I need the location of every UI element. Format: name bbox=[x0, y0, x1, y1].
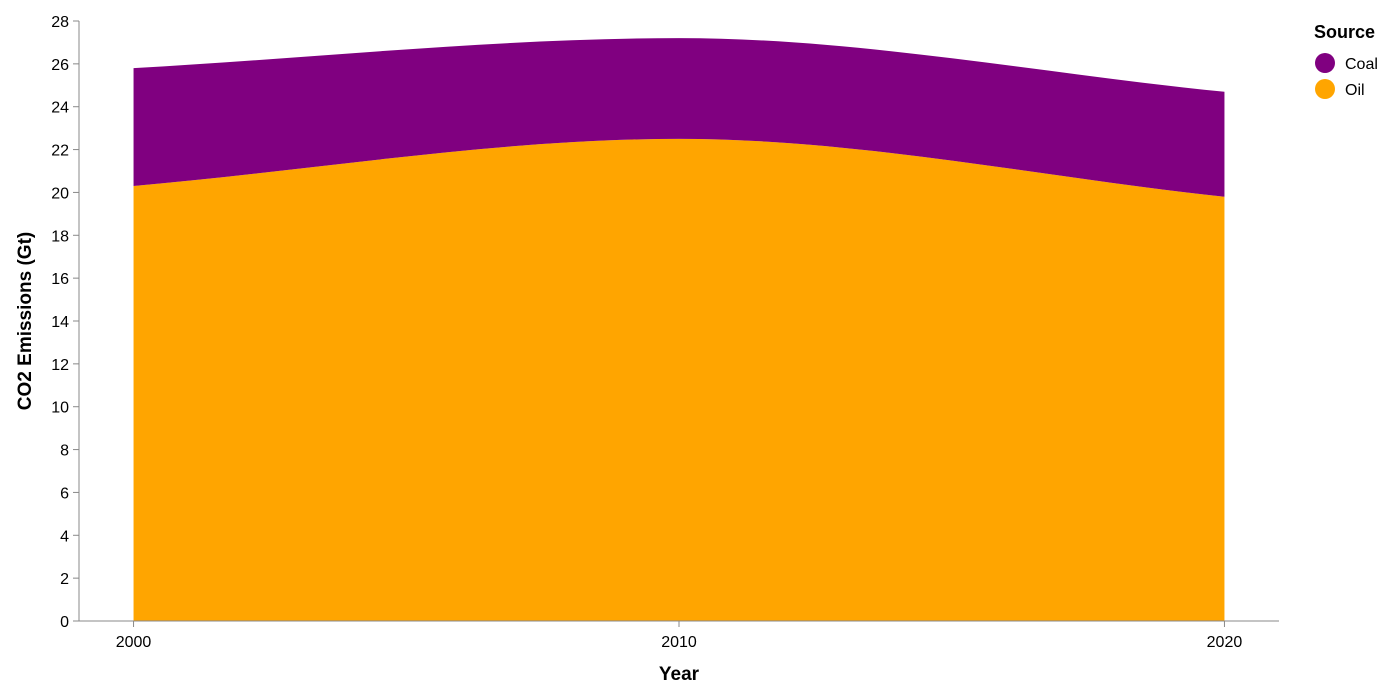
legend-label-oil: Oil bbox=[1345, 82, 1365, 99]
y-axis-title: CO2 Emissions (Gt) bbox=[15, 232, 36, 410]
y-tick-label: 0 bbox=[60, 614, 69, 631]
area-coal bbox=[133, 38, 1225, 197]
x-tick-label: 2000 bbox=[116, 634, 152, 651]
area-oil bbox=[133, 138, 1225, 621]
legend-swatch-oil bbox=[1315, 79, 1335, 99]
y-tick-label: 18 bbox=[51, 228, 69, 245]
y-tick-label: 26 bbox=[51, 57, 69, 74]
x-axis-ticks: 2000 2010 2020 bbox=[116, 621, 1243, 651]
y-tick-label: 12 bbox=[51, 357, 69, 374]
y-tick-label: 22 bbox=[51, 143, 69, 160]
legend-title: Source bbox=[1314, 22, 1375, 42]
y-tick-label: 28 bbox=[51, 14, 69, 31]
legend: Source Coal Oil bbox=[1314, 22, 1378, 99]
y-tick-label: 16 bbox=[51, 271, 69, 288]
x-tick-label: 2020 bbox=[1207, 634, 1243, 651]
y-tick-label: 14 bbox=[51, 314, 69, 331]
y-tick-label: 2 bbox=[60, 571, 69, 588]
x-tick-label: 2010 bbox=[661, 634, 697, 651]
legend-label-coal: Coal bbox=[1345, 56, 1378, 73]
x-axis-title: Year bbox=[659, 664, 700, 685]
y-tick-label: 24 bbox=[51, 100, 69, 117]
y-tick-label: 20 bbox=[51, 185, 69, 202]
legend-swatch-coal bbox=[1315, 53, 1335, 73]
y-tick-label: 10 bbox=[51, 400, 69, 417]
area-series-group bbox=[133, 38, 1225, 621]
y-tick-label: 4 bbox=[60, 528, 69, 545]
y-tick-label: 8 bbox=[60, 443, 69, 460]
y-tick-label: 6 bbox=[60, 485, 69, 502]
